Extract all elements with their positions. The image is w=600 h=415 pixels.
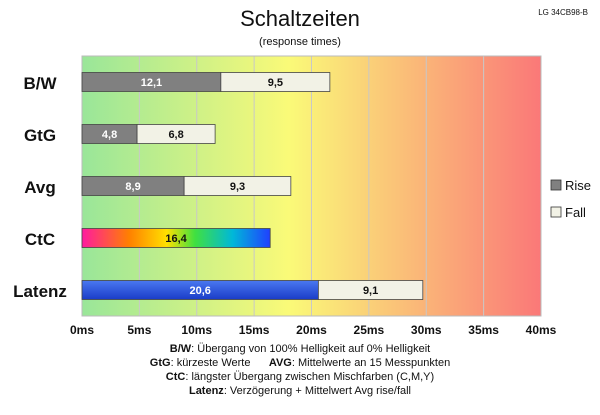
data-label: 12,1 — [141, 77, 162, 89]
note-ctc: CtC: längster Übergang zwischen Mischfar… — [165, 371, 435, 383]
data-label: 9,5 — [268, 77, 283, 89]
data-label: 20,6 — [189, 285, 210, 297]
bar-chart: B/W GtG Avg CtC Latenz 12,1 9,5 4,8 6,8 8,9 9,3 16… — [13, 55, 591, 337]
data-label: 8,9 — [125, 181, 140, 193]
note-gtg-avg: GtG: kürzeste Werte AVG: Mittelwerte an … — [149, 357, 451, 369]
category-label: GtG — [24, 126, 56, 145]
x-tick-label: 15ms — [239, 323, 270, 337]
x-tick-labels: 0ms 5ms 10ms 15ms 20ms 25ms 30ms 35ms 40ms — [70, 323, 557, 337]
x-tick-label: 40ms — [526, 323, 557, 337]
x-tick-label: 5ms — [127, 323, 151, 337]
data-label: 9,1 — [363, 285, 378, 297]
bar-fall — [317, 280, 424, 300]
bar-fall — [183, 176, 292, 196]
bar-ctc — [81, 228, 271, 248]
x-tick-label: 35ms — [468, 323, 499, 337]
model-label: LG 34CB98-B — [538, 8, 588, 17]
category-labels: B/W GtG Avg CtC Latenz — [13, 74, 67, 301]
category-label: B/W — [23, 74, 57, 93]
x-tick-label: 20ms — [296, 323, 327, 337]
x-tick-label: 25ms — [354, 323, 385, 337]
data-label: 16,4 — [165, 233, 187, 245]
note-bw: B/W: Übergang von 100% Helligkeit auf 0%… — [169, 343, 431, 355]
legend-label: Rise — [565, 178, 591, 193]
footnotes: B/W: Übergang von 100% Helligkeit auf 0%… — [0, 342, 600, 398]
chart-subtitle: (response times) — [259, 36, 341, 48]
category-label: Latenz — [13, 282, 67, 301]
x-tick-label: 0ms — [70, 323, 94, 337]
data-label: 9,3 — [230, 181, 245, 193]
category-label: CtC — [25, 230, 55, 249]
legend: Rise Fall — [550, 178, 591, 220]
legend-label: Fall — [565, 205, 586, 220]
chart-title: Schaltzeiten — [240, 6, 360, 31]
legend-swatch — [550, 179, 562, 191]
gridlines — [81, 55, 542, 317]
bar-fall — [220, 72, 331, 92]
data-label: 6,8 — [168, 129, 183, 141]
x-tick-label: 30ms — [411, 323, 442, 337]
data-label: 4,8 — [102, 129, 117, 141]
legend-swatch — [550, 206, 562, 218]
note-latenz: Latenz: Verzögerung + Mittelwert Avg ris… — [188, 385, 412, 397]
category-label: Avg — [24, 178, 56, 197]
bars: 12,1 9,5 4,8 6,8 8,9 9,3 16,4 20,6 9,1 — [81, 72, 424, 300]
bar-fall — [136, 124, 216, 144]
x-tick-label: 10ms — [181, 323, 212, 337]
